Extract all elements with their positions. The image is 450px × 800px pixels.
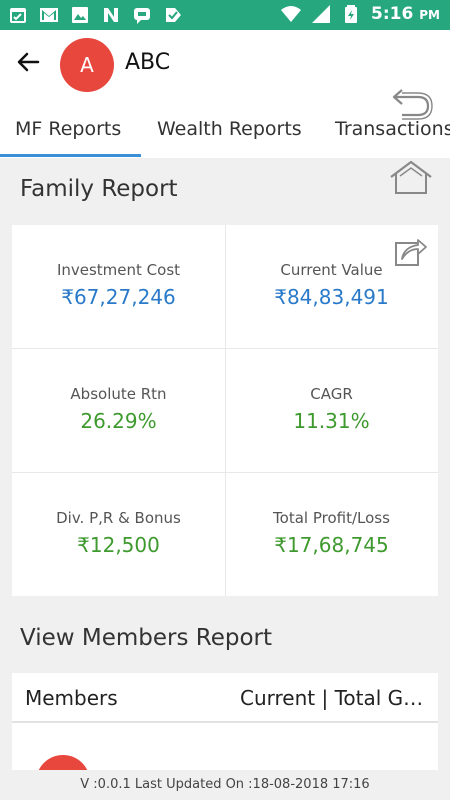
members-column-header: Members — [25, 686, 118, 710]
tab-wealth-reports[interactable]: Wealth Reports — [157, 118, 302, 140]
absolute-return-cell: Absolute Rtn 26.29% — [12, 349, 225, 472]
check-tag-icon — [166, 8, 181, 22]
divider — [225, 225, 226, 596]
app-bar: A ABC MF Reports Wealth Reports Transact… — [0, 30, 450, 158]
member-avatar[interactable] — [36, 755, 90, 773]
clock: 5:16 PM — [371, 4, 440, 24]
family-report-title: Family Report — [20, 176, 178, 202]
undo-icon[interactable] — [390, 82, 434, 120]
members-report-title: View Members Report — [20, 625, 273, 651]
version-footer: V :0.0.1 Last Updated On :18-08-2018 17:… — [0, 770, 450, 800]
total-profit-loss-value: ₹17,68,745 — [274, 533, 389, 557]
n-app-icon — [104, 8, 118, 22]
members-table-header: Members Current | Total Gain — [12, 673, 438, 723]
chat-icon — [134, 8, 150, 24]
battery-icon — [345, 5, 358, 23]
cagr-cell: CAGR 11.31% — [225, 349, 438, 472]
current-value-value: ₹84,83,491 — [274, 285, 389, 309]
investment-cost-value: ₹67,27,246 — [61, 285, 176, 309]
dividend-bonus-value: ₹12,500 — [77, 533, 160, 557]
page-title: ABC — [125, 50, 171, 75]
signal-icon — [312, 5, 331, 23]
notification-icons — [8, 5, 183, 25]
status-bar: 5:16 PM — [0, 0, 450, 30]
absolute-return-label: Absolute Rtn — [70, 385, 167, 403]
active-tab-indicator — [0, 154, 141, 157]
tab-transactions[interactable]: Transactions — [335, 118, 450, 140]
report-tabs: MF Reports Wealth Reports Transactions — [0, 110, 450, 158]
avatar: A — [60, 38, 114, 92]
wifi-icon — [281, 6, 302, 22]
current-value-cell: Current Value ₹84,83,491 — [225, 225, 438, 348]
divider — [12, 472, 438, 473]
current-value-label: Current Value — [280, 261, 383, 279]
gmail-icon — [40, 8, 58, 22]
image-icon — [72, 7, 88, 23]
absolute-return-value: 26.29% — [80, 409, 157, 433]
investment-cost-cell: Investment Cost ₹67,27,246 — [12, 225, 225, 348]
home-icon[interactable] — [388, 160, 434, 196]
total-profit-loss-label: Total Profit/Loss — [273, 509, 390, 527]
divider — [12, 348, 438, 349]
dividend-bonus-label: Div. P,R & Bonus — [56, 509, 181, 527]
investment-cost-label: Investment Cost — [56, 261, 181, 279]
back-arrow-icon[interactable] — [14, 48, 42, 76]
total-profit-loss-cell: Total Profit/Loss ₹17,68,745 — [225, 473, 438, 596]
dividend-bonus-cell: Div. P,R & Bonus ₹12,500 — [12, 473, 225, 596]
family-report-card: Investment Cost ₹67,27,246 Current Value… — [12, 225, 438, 596]
current-gain-column-header: Current | Total Gain — [240, 686, 430, 710]
cagr-label: CAGR — [310, 385, 353, 403]
cagr-value: 11.31% — [293, 409, 370, 433]
tab-mf-reports[interactable]: MF Reports — [15, 118, 122, 140]
members-table: Members Current | Total Gain — [12, 673, 438, 773]
calendar-icon — [10, 8, 26, 23]
share-icon[interactable] — [394, 235, 428, 267]
